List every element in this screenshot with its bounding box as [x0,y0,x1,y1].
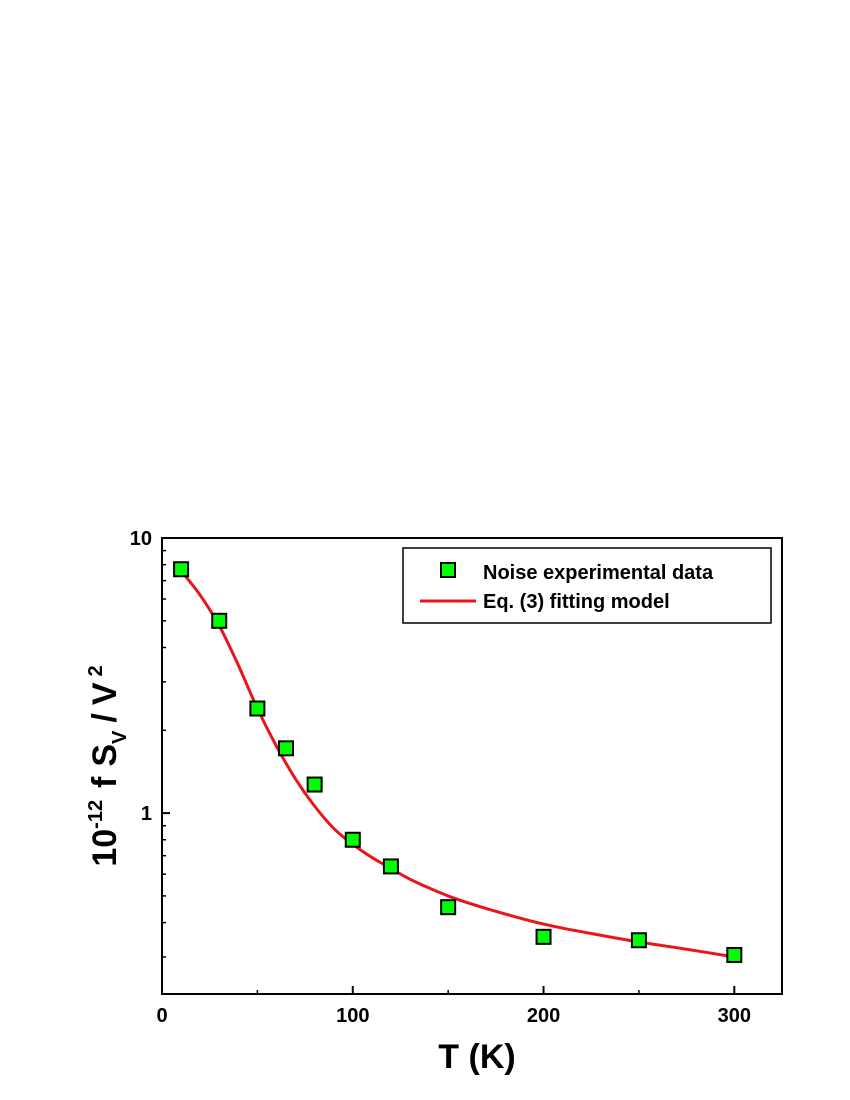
y-tick-label: 10 [130,528,152,550]
data-point [440,899,457,916]
y-title-s: S [86,744,124,767]
plot-frame [161,537,783,995]
legend-label-experimental: Noise experimental data [483,562,714,584]
y-tick-label: 1 [141,803,152,825]
y-title-v: V [86,682,124,705]
y-title-v-exponent: 2 [85,665,107,676]
data-point [249,700,266,717]
x-tick-label: 100 [336,1005,369,1027]
data-point [535,928,552,945]
fit-line [179,569,735,959]
y-axis: 1 10 [130,528,170,958]
y-title-f: f [86,776,124,788]
data-point [278,740,294,757]
fit-line-layer [179,569,735,959]
legend-label-fit: Eq. (3) fitting model [483,591,670,613]
y-title-slash: / [86,713,124,723]
x-axis-title: T (K) [438,1038,515,1076]
y-title-s-subscript: V [109,730,131,744]
y-axis-title: 10-12fSV/V2 [85,665,131,866]
data-point [382,858,399,875]
y-title-prefix-exponent: -12 [85,800,107,829]
svg-text:10-12fSV/V2: 10-12fSV/V2 [85,665,131,866]
legend-marker-experimental [440,562,456,578]
data-point [344,831,361,848]
x-tick-label: 300 [718,1005,751,1027]
data-point [211,612,228,629]
data-point [630,932,647,949]
x-axis: 0 100 200 300 [156,986,751,1027]
data-point [306,776,323,793]
x-tick-label: 0 [156,1005,167,1027]
data-marker-layer [173,561,743,963]
legend-box [402,547,772,624]
data-point [726,946,743,963]
y-title-prefix: 10 [86,829,124,867]
data-point [173,561,190,578]
legend: Noise experimental data Eq. (3) fitting … [402,547,772,624]
x-tick-label: 200 [527,1005,560,1027]
